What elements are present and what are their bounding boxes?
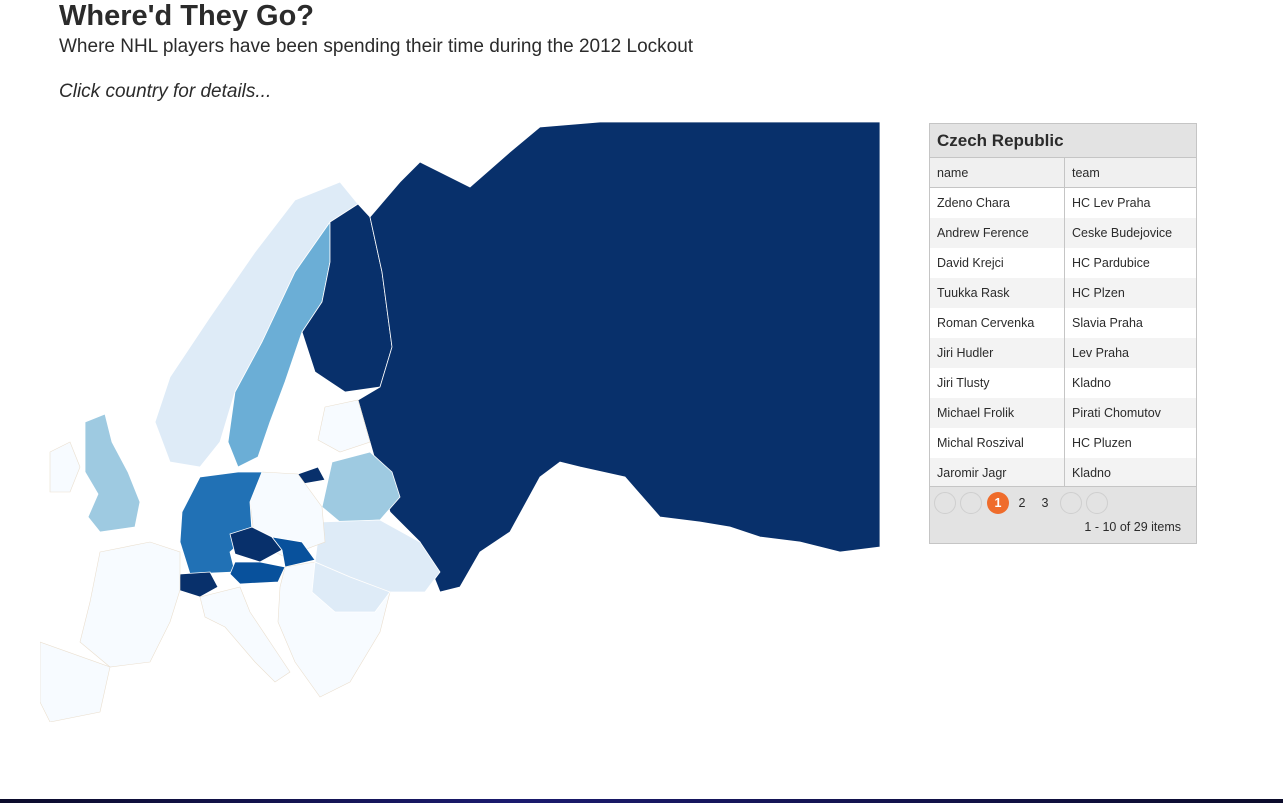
table-header-row: name team <box>930 158 1196 188</box>
country-belarus[interactable] <box>321 451 401 523</box>
country-finland[interactable] <box>301 203 393 393</box>
player-team: Kladno <box>1064 458 1196 488</box>
table-row[interactable]: Michal Roszival HC Pluzen <box>930 428 1196 458</box>
table-row[interactable]: Zdeno Chara HC Lev Praha <box>930 187 1196 218</box>
pager: 1 2 3 1 - 10 of 29 items <box>930 486 1196 543</box>
instruction-text: Click country for details... <box>59 81 272 102</box>
country-spain[interactable] <box>40 641 111 722</box>
table-row[interactable]: Roman Cervenka Slavia Praha <box>930 308 1196 338</box>
table-row[interactable]: Andrew Ference Ceske Budejovice <box>930 218 1196 248</box>
country-united-kingdom[interactable] <box>84 413 141 533</box>
player-name: Roman Cervenka <box>930 308 1065 338</box>
europe-map <box>40 122 880 722</box>
column-header-name[interactable]: name <box>930 158 1065 188</box>
player-team: Pirati Chomutov <box>1064 398 1196 428</box>
table-row[interactable]: Jiri Hudler Lev Praha <box>930 338 1196 368</box>
country-germany[interactable] <box>179 471 263 575</box>
table-row[interactable]: Jaromir Jagr Kladno <box>930 458 1196 488</box>
player-team: Slavia Praha <box>1072 316 1143 330</box>
player-team: Lev Praha <box>1064 338 1196 368</box>
player-name: David Krejci <box>930 248 1065 278</box>
player-name: Andrew Ference <box>930 218 1065 248</box>
table-row[interactable]: Michael Frolik Pirati Chomutov <box>930 398 1196 428</box>
page-3-button[interactable]: 3 <box>1041 496 1049 510</box>
column-header-team[interactable]: team <box>1064 158 1196 188</box>
player-name: Zdeno Chara <box>930 187 1065 218</box>
country-switzerland[interactable] <box>177 571 219 598</box>
previous-page-button[interactable] <box>960 492 982 514</box>
player-team: HC Pardubice <box>1072 256 1150 270</box>
page-title: Where'd They Go? <box>59 0 315 32</box>
country-russia[interactable] <box>357 122 880 593</box>
table-row[interactable]: David Krejci HC Pardubice <box>930 248 1196 278</box>
page-2-button[interactable]: 2 <box>1018 496 1026 510</box>
player-name: Jiri Tlusty <box>930 368 1065 398</box>
country-slovakia[interactable] <box>271 536 316 568</box>
country-ireland[interactable] <box>49 441 81 493</box>
player-details-panel: Czech Republic name team Zdeno Chara HC L… <box>929 123 1197 544</box>
window-bottom-edge <box>0 799 1283 803</box>
pager-info: 1 - 10 of 29 items <box>1084 520 1181 534</box>
country-romania[interactable] <box>311 561 391 613</box>
player-name: Jaromir Jagr <box>930 458 1065 488</box>
country-baltics[interactable] <box>317 399 371 453</box>
last-page-button[interactable] <box>1086 492 1108 514</box>
page-subtitle: Where NHL players have been spending the… <box>59 36 694 57</box>
table-row[interactable]: Tuukka Rask HC Plzen <box>930 278 1196 308</box>
player-name: Michael Frolik <box>930 398 1065 428</box>
first-page-button[interactable] <box>934 492 956 514</box>
player-name: Michal Roszival <box>930 428 1065 458</box>
player-name: Tuukka Rask <box>930 278 1065 308</box>
player-team: Kladno <box>1072 376 1111 390</box>
country-italy[interactable] <box>199 586 291 683</box>
page-1-button[interactable]: 1 <box>987 492 1009 514</box>
next-page-button[interactable] <box>1060 492 1082 514</box>
player-name: Jiri Hudler <box>930 338 1065 368</box>
player-team: HC Lev Praha <box>1072 196 1151 210</box>
players-table: name team Zdeno Chara HC Lev Praha Andrew… <box>930 158 1196 488</box>
country-austria[interactable] <box>229 561 286 585</box>
panel-country-title: Czech Republic <box>930 124 1196 158</box>
table-row[interactable]: Jiri Tlusty Kladno <box>930 368 1196 398</box>
player-team: HC Pluzen <box>1072 436 1132 450</box>
player-team: HC Plzen <box>1064 278 1196 308</box>
country-france[interactable] <box>79 541 181 668</box>
player-team: Ceske Budejovice <box>1064 218 1196 248</box>
